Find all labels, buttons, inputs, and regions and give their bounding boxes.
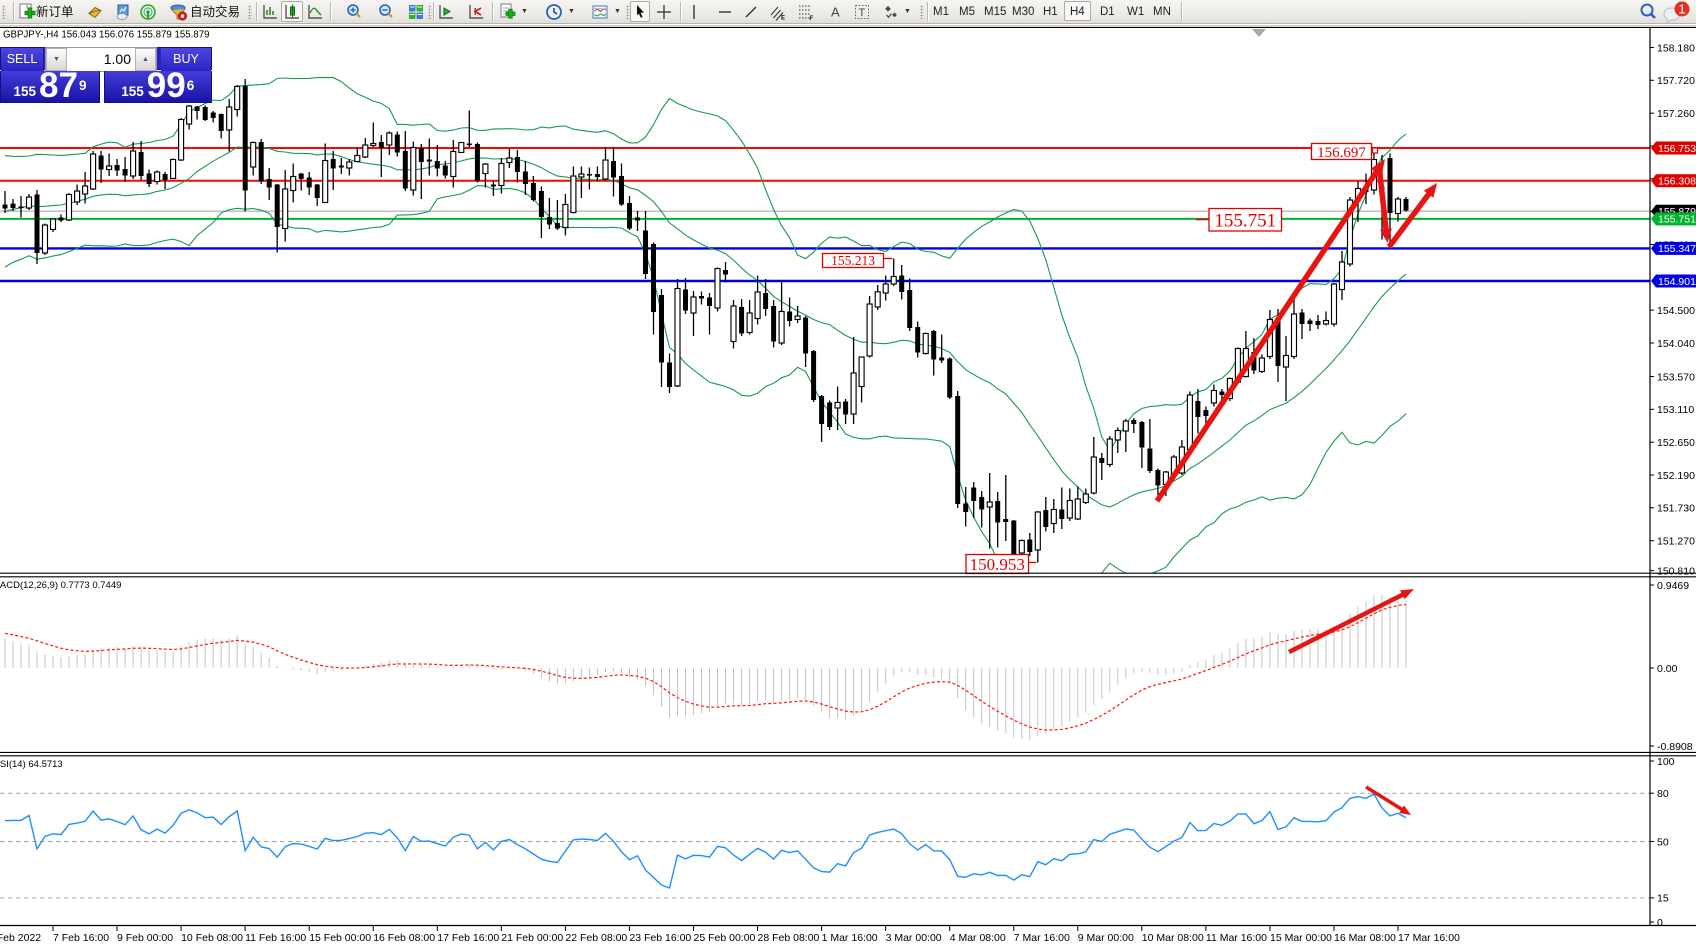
svg-text:23 Feb 16:00: 23 Feb 16:00 xyxy=(629,932,691,944)
svg-text:0.00: 0.00 xyxy=(1657,663,1678,675)
svg-text:15: 15 xyxy=(1657,893,1669,905)
svg-text:4 Feb 2022: 4 Feb 2022 xyxy=(0,932,41,944)
svg-text:22 Feb 08:00: 22 Feb 08:00 xyxy=(565,932,627,944)
svg-text:7 Mar 16:00: 7 Mar 16:00 xyxy=(1014,932,1070,944)
svg-text:10 Feb 08:00: 10 Feb 08:00 xyxy=(181,932,243,944)
svg-text:E: E xyxy=(781,16,785,22)
svg-text:17 Feb 16:00: 17 Feb 16:00 xyxy=(437,932,499,944)
svg-text:1 Mar 16:00: 1 Mar 16:00 xyxy=(822,932,878,944)
svg-text:150.953: 150.953 xyxy=(970,555,1025,574)
svg-text:3 Mar 00:00: 3 Mar 00:00 xyxy=(886,932,942,944)
svg-text:RSI(14) 64.5713: RSI(14) 64.5713 xyxy=(0,759,63,770)
svg-text:154.040: 154.040 xyxy=(1657,338,1695,350)
svg-text:1: 1 xyxy=(1678,2,1685,17)
svg-text:21 Feb 00:00: 21 Feb 00:00 xyxy=(501,932,563,944)
svg-text:156.753: 156.753 xyxy=(1658,143,1696,155)
svg-text:4 Mar 08:00: 4 Mar 08:00 xyxy=(950,932,1006,944)
svg-text:F: F xyxy=(810,16,814,21)
svg-text:28 Feb 08:00: 28 Feb 08:00 xyxy=(758,932,820,944)
svg-text:15 Feb 00:00: 15 Feb 00:00 xyxy=(309,932,371,944)
svg-text:0: 0 xyxy=(1657,917,1663,929)
svg-text:11 Mar 16:00: 11 Mar 16:00 xyxy=(1206,932,1267,944)
svg-text:A: A xyxy=(831,5,840,20)
svg-text:157.720: 157.720 xyxy=(1657,75,1695,87)
svg-text:151.270: 151.270 xyxy=(1657,536,1695,548)
svg-text:MACD(12,26,9) 0.7773 0.7449: MACD(12,26,9) 0.7773 0.7449 xyxy=(0,580,121,591)
svg-text:157.260: 157.260 xyxy=(1657,108,1695,120)
svg-text:10 Mar 08:00: 10 Mar 08:00 xyxy=(1142,932,1204,944)
svg-text:156.308: 156.308 xyxy=(1658,176,1696,188)
svg-text:151.730: 151.730 xyxy=(1657,503,1695,515)
svg-text:152.650: 152.650 xyxy=(1657,437,1695,449)
svg-text:156.697: 156.697 xyxy=(1317,145,1366,161)
svg-text:9 Mar 00:00: 9 Mar 00:00 xyxy=(1078,932,1134,944)
svg-text:25 Feb 00:00: 25 Feb 00:00 xyxy=(694,932,756,944)
svg-text:15 Mar 00:00: 15 Mar 00:00 xyxy=(1270,932,1332,944)
svg-text:9 Feb 00:00: 9 Feb 00:00 xyxy=(117,932,173,944)
svg-text:155.347: 155.347 xyxy=(1658,243,1696,255)
svg-text:16 Feb 08:00: 16 Feb 08:00 xyxy=(373,932,435,944)
svg-text:154.901: 154.901 xyxy=(1658,276,1696,288)
svg-text:155.751: 155.751 xyxy=(1658,214,1696,226)
svg-text:155.213: 155.213 xyxy=(831,253,875,268)
svg-text:158.180: 158.180 xyxy=(1657,42,1695,54)
svg-text:11 Feb 16:00: 11 Feb 16:00 xyxy=(245,932,306,944)
svg-text:100: 100 xyxy=(1657,756,1675,768)
svg-text:T: T xyxy=(859,7,866,19)
svg-text:153.110: 153.110 xyxy=(1657,404,1694,416)
svg-text:7 Feb 16:00: 7 Feb 16:00 xyxy=(53,932,109,944)
svg-text:17 Mar 16:00: 17 Mar 16:00 xyxy=(1398,932,1460,944)
svg-text:GBPJPY-,H4 156.043 156.076 15: GBPJPY-,H4 156.043 156.076 155.879 155.8… xyxy=(3,30,209,41)
svg-text:80: 80 xyxy=(1657,788,1669,800)
svg-text:0.9469: 0.9469 xyxy=(1657,580,1689,592)
svg-text:153.570: 153.570 xyxy=(1657,371,1695,383)
svg-text:150.810: 150.810 xyxy=(1657,565,1695,577)
svg-text:155.751: 155.751 xyxy=(1214,210,1276,231)
svg-text:16 Mar 08:00: 16 Mar 08:00 xyxy=(1334,932,1396,944)
svg-text:152.190: 152.190 xyxy=(1657,470,1695,482)
svg-text:-0.8908: -0.8908 xyxy=(1657,741,1693,753)
svg-text:50: 50 xyxy=(1657,836,1669,848)
svg-text:154.500: 154.500 xyxy=(1657,305,1695,317)
